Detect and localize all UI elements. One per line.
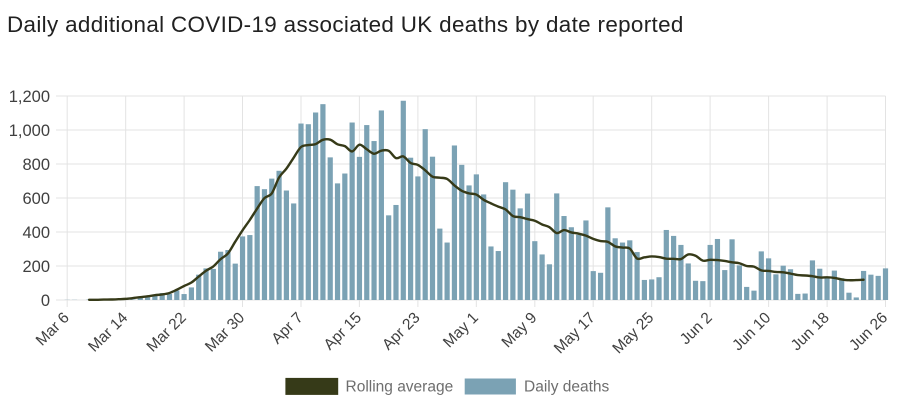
svg-text:Daily additional COVID-19 asso: Daily additional COVID-19 associated UK …: [7, 12, 684, 37]
svg-text:600: 600: [22, 190, 50, 208]
svg-text:200: 200: [22, 258, 50, 276]
svg-text:1,000: 1,000: [9, 122, 50, 140]
svg-text:Rolling average: Rolling average: [346, 379, 454, 396]
svg-text:800: 800: [22, 156, 50, 174]
svg-text:1,200: 1,200: [9, 88, 50, 106]
svg-text:Daily deaths: Daily deaths: [524, 379, 610, 396]
svg-text:0: 0: [41, 292, 50, 310]
svg-text:400: 400: [22, 224, 50, 242]
